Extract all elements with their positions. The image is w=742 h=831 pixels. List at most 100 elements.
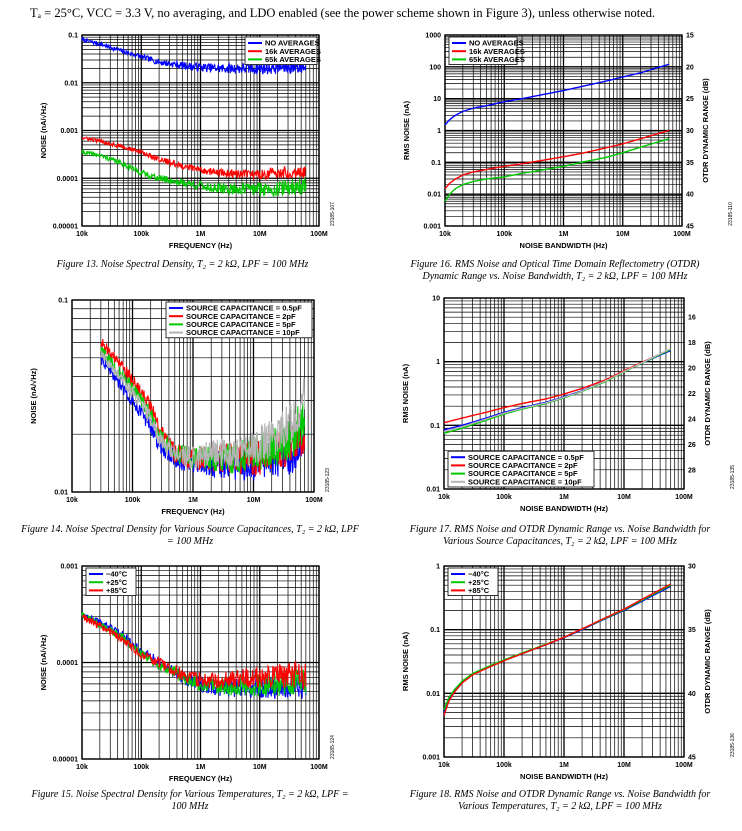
x-tick-label: 10M	[253, 231, 267, 238]
x-tick-label: 1M	[559, 231, 569, 238]
legend: −40°C+25°C+85°C	[447, 567, 499, 597]
page-header: Tₐ = 25°C, VCC = 3.3 V, no averaging, an…	[30, 6, 656, 20]
y-tick-label: 0.001	[423, 224, 441, 231]
grid	[444, 34, 683, 227]
figure-id: 23185-107	[330, 202, 336, 226]
series-line-3	[81, 614, 307, 691]
series-line-2	[443, 348, 672, 424]
y2-tick-label: 20	[686, 64, 694, 71]
plot-frame	[444, 34, 683, 227]
figure-id: 23185-123	[325, 468, 331, 492]
y2-tick-label: 15	[686, 33, 694, 40]
figure-id: 23185-135	[730, 465, 736, 489]
legend-label: SOURCE CAPACITANCE = 10pF	[186, 328, 300, 337]
y-tick-label: 0.001	[422, 755, 440, 762]
y-tick-label: 0.1	[68, 33, 78, 40]
legend-label: +85°C	[468, 586, 490, 595]
figure-id: 23185-124	[330, 735, 336, 759]
legend-label: +25°C	[106, 578, 128, 587]
y2-tick-label: 18	[688, 340, 696, 347]
series-line-1	[81, 36, 307, 75]
y-tick-label: 0.01	[426, 487, 440, 494]
x-tick-label: 100k	[125, 497, 141, 504]
y-axis-label: NOISE (nA/√Hz)	[29, 368, 38, 424]
caption-fig16: Figure 16. RMS Noise and Optical Time Do…	[410, 259, 700, 282]
y-tick-label: 0.0001	[57, 660, 79, 667]
x-axis-label: NOISE BANDWIDTH (Hz)	[520, 241, 608, 250]
chart-fig13: 10k 100k 1M 10M 100M 0.00001 0.0001 0.001 0.01 0.…	[0, 24, 365, 251]
y-tick-label: 0.1	[430, 627, 440, 634]
x-tick-label: 100M	[675, 762, 693, 769]
x-tick-label: 10k	[438, 762, 450, 769]
legend-box	[165, 301, 313, 339]
y2-tick-label: 24	[688, 416, 696, 423]
legend-label: SOURCE CAPACITANCE = 2pF	[186, 312, 296, 321]
x-tick-label: 100M	[310, 764, 328, 771]
y2-tick-label: 35	[688, 627, 696, 634]
y2-axis-label: OTDR DYNAMIC RANGE (dB)	[703, 341, 712, 446]
figure-id: 23185-136	[730, 733, 736, 757]
y-tick-label: 0.1	[58, 298, 68, 305]
y2-tick-label: 26	[688, 442, 696, 449]
y-tick-label: 1000	[425, 33, 441, 40]
caption-fig15: Figure 15. Noise Spectral Density for Va…	[31, 789, 349, 812]
x-tick-label: 100M	[305, 497, 323, 504]
series-line-1	[443, 349, 671, 431]
legend: −40°C+25°C+85°C	[85, 567, 137, 597]
y-axis-label: NOISE (nA/√Hz)	[39, 634, 48, 690]
x-tick-label: 10M	[247, 497, 261, 504]
legend-label: SOURCE CAPACITANCE = 2pF	[468, 461, 578, 470]
x-tick-label: 10M	[617, 762, 631, 769]
y-axis-label: RMS NOISE (nA)	[401, 631, 410, 691]
series-line-1	[444, 63, 670, 126]
y-tick-label: 0.1	[430, 423, 440, 430]
y-tick-label: 1	[437, 128, 441, 135]
series-line-4	[443, 348, 672, 433]
legend-label: NO AVERAGES	[265, 39, 320, 48]
y-tick-label: 1	[436, 564, 440, 571]
legend-label: −40°C	[468, 570, 490, 579]
figure-id: 23185-110	[728, 202, 734, 226]
series-line-3	[443, 583, 672, 716]
y2-tick-label: 22	[688, 391, 696, 398]
x-tick-label: 100k	[133, 231, 149, 238]
x-tick-label: 1M	[196, 764, 206, 771]
y2-tick-label: 20	[688, 366, 696, 373]
x-tick-label: 10M	[616, 231, 630, 238]
legend-label: SOURCE CAPACITANCE = 10pF	[468, 477, 582, 486]
x-tick-label: 1M	[559, 762, 569, 769]
x-tick-label: 10M	[253, 764, 267, 771]
x-tick-label: 10k	[439, 231, 451, 238]
y-tick-label: 0.001	[60, 128, 78, 135]
y2-tick-label: 45	[688, 755, 696, 762]
y-tick-label: 1	[436, 359, 440, 366]
legend-box	[447, 450, 595, 488]
plot-frame	[443, 297, 685, 490]
y-tick-label: 0.00001	[53, 757, 78, 764]
y2-axis-label: OTDR DYNAMIC RANGE (dB)	[703, 609, 712, 714]
legend-label: 16k AVERAGES	[469, 47, 525, 56]
x-tick-label: 100k	[496, 494, 512, 501]
x-tick-label: 100k	[133, 764, 149, 771]
legend-label: +85°C	[106, 586, 128, 595]
y-axis-label: RMS NOISE (nA)	[402, 100, 411, 160]
x-tick-label: 10k	[76, 764, 88, 771]
caption-fig13: Figure 13. Noise Spectral Density, T₂ = …	[56, 259, 309, 270]
plot-frame	[81, 565, 320, 760]
plot-frame	[81, 34, 320, 227]
x-tick-label: 10k	[438, 494, 450, 501]
x-tick-label: 1M	[188, 497, 198, 504]
x-tick-label: 100M	[675, 494, 693, 501]
series-line-4	[100, 350, 306, 470]
y-tick-label: 0.0001	[57, 176, 79, 183]
x-tick-label: 100k	[496, 231, 512, 238]
series-line-3	[81, 149, 307, 197]
chart-fig15: 10k 100k 1M 10M 100M 0.00001 0.0001 0.001 FREQUE…	[0, 556, 365, 786]
y-tick-label: 0.001	[60, 564, 78, 571]
legend-label: +25°C	[468, 578, 490, 587]
series-line-2	[81, 136, 307, 182]
